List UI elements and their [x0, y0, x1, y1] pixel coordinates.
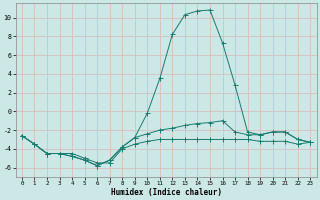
X-axis label: Humidex (Indice chaleur): Humidex (Indice chaleur): [111, 188, 221, 197]
